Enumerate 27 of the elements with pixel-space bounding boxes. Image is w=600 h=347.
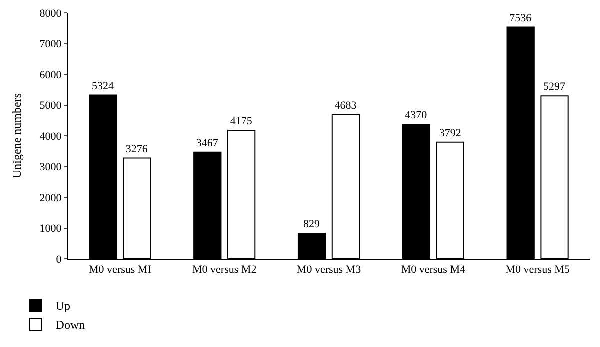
y-tick-label: 0 [56,254,62,266]
data-label: 3792 [439,127,462,140]
data-label: 4370 [405,110,428,122]
y-tick-label: 8000 [40,8,62,20]
data-label: 829 [304,218,321,231]
data-label: 7536 [510,12,532,24]
x-tick-label: M0 versus M5 [506,264,570,276]
data-label: 5324 [92,80,114,92]
x-tick-label: M0 versus M4 [401,264,466,276]
legend-label: Down [56,318,86,332]
x-tick-label: M0 versus M3 [296,264,362,276]
data-label: 5297 [544,81,566,94]
y-axis-title: Unigene numbers [10,93,24,178]
data-label: 3467 [196,137,219,150]
x-tick-label: M0 versus MI [89,264,152,276]
y-tick-label: 3000 [40,162,62,174]
data-label: 3276 [126,143,148,156]
y-tick-label: 5000 [40,100,62,112]
data-label: 4175 [230,116,253,128]
x-tick-label: M0 versus M2 [192,264,257,276]
legend-label: Up [56,299,70,314]
y-tick-label: 1000 [40,223,62,236]
y-tick-label: 2000 [40,192,62,204]
y-tick-label: 7000 [40,38,62,51]
y-tick-label: 6000 [40,69,62,82]
data-label: 4683 [334,100,358,112]
y-tick-label: 4000 [40,130,62,143]
